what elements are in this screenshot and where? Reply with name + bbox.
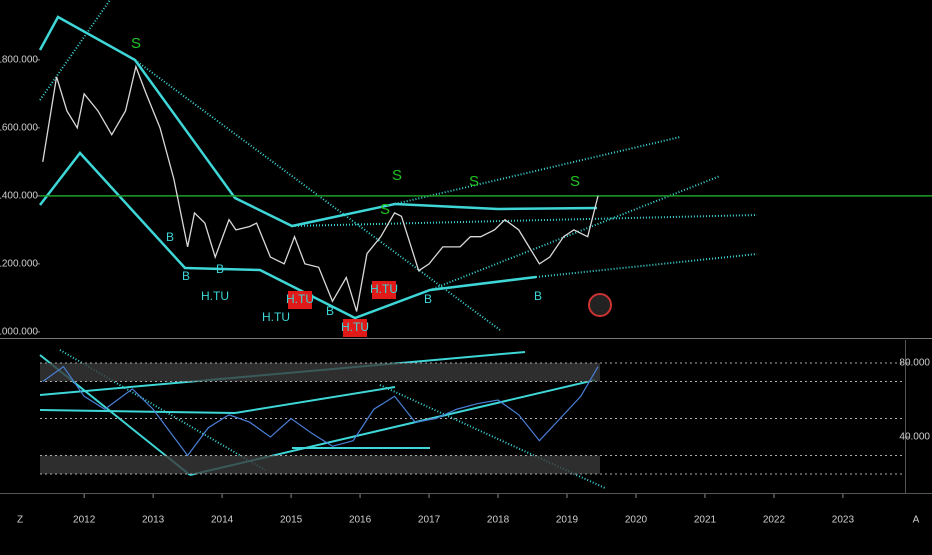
trend-line xyxy=(39,409,236,414)
x-tick-label: 2012 xyxy=(73,515,96,526)
trend-line xyxy=(429,175,721,291)
signal-label: S xyxy=(392,167,402,184)
trend-line xyxy=(379,384,606,489)
trend-line xyxy=(134,59,501,331)
x-tick-label: 2016 xyxy=(349,515,372,526)
price-line xyxy=(42,64,599,312)
signal-label: H.TU xyxy=(262,310,290,324)
trend-line xyxy=(291,214,758,227)
trend-line xyxy=(535,253,758,278)
signal-label: H.TU xyxy=(201,289,229,303)
label-badge xyxy=(372,281,396,299)
x-tick-label: 2014 xyxy=(211,515,234,526)
x-tick-label: 2019 xyxy=(556,515,579,526)
label-badge xyxy=(288,291,312,309)
signal-label: B xyxy=(216,262,224,276)
signal-label: B xyxy=(166,230,174,244)
x-tick-label: 2021 xyxy=(694,515,717,526)
x-tick-label: 2023 xyxy=(832,515,855,526)
y-tick-label: 40.000 xyxy=(899,432,930,443)
y-tick-label: 1200.000 xyxy=(0,259,38,270)
toolbar-auto[interactable]: A xyxy=(913,515,920,526)
x-tick-label: 2022 xyxy=(763,515,786,526)
signal-label: B xyxy=(326,304,334,318)
signal-label: B xyxy=(424,292,432,306)
y-tick-label: 1400.000 xyxy=(0,191,38,202)
signal-label: H.TU xyxy=(286,292,314,306)
signal-label: B xyxy=(182,269,190,283)
trend-line xyxy=(38,15,598,228)
oversold-band xyxy=(40,455,600,475)
trend-line xyxy=(394,136,681,205)
label-badge xyxy=(343,319,367,337)
y-tick-label: 1800.000 xyxy=(0,54,38,65)
signal-label: S xyxy=(570,173,580,190)
signal-label: H.TU xyxy=(341,320,369,334)
toolbar-timezone[interactable]: Z xyxy=(17,515,23,526)
y-tick-label: 80.000 xyxy=(899,358,930,369)
trend-line xyxy=(234,386,396,414)
oscillator-line xyxy=(42,365,599,457)
overbought-band xyxy=(40,362,600,382)
signal-label: S xyxy=(380,201,390,218)
x-tick-label: 2013 xyxy=(142,515,165,526)
x-tick-label: 2015 xyxy=(280,515,303,526)
y-tick-label: 1600.000 xyxy=(0,123,38,134)
signal-label: B xyxy=(534,289,542,303)
signal-label: S xyxy=(131,35,141,52)
x-tick-label: 2020 xyxy=(625,515,648,526)
y-tick-label: 1000.000 xyxy=(0,327,38,338)
signal-label: H.TU xyxy=(370,282,398,296)
x-tick-label: 2018 xyxy=(487,515,510,526)
event-icon[interactable] xyxy=(588,293,612,317)
x-tick-label: 2017 xyxy=(418,515,441,526)
signal-label: S xyxy=(469,173,479,190)
